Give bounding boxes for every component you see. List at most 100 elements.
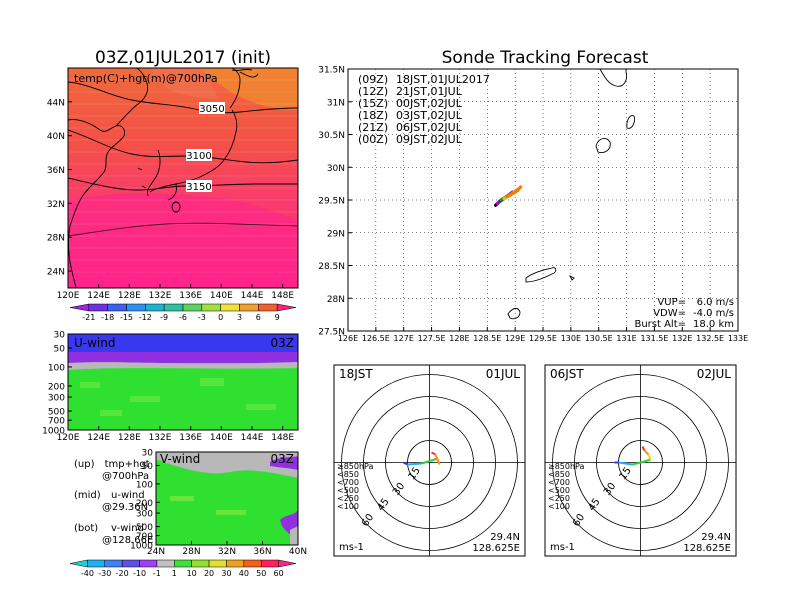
temp-colorbar: -21 -18 -15 -12 -9 -6 -3 0 3 6 9 bbox=[69, 303, 297, 322]
hodograph-level: <100 bbox=[337, 502, 359, 511]
lat-tick: 24N bbox=[47, 268, 65, 278]
hodograph-unit: ms-1 bbox=[550, 542, 575, 553]
lon-tick: 127.5E bbox=[418, 334, 446, 343]
hodograph-level: <500 bbox=[548, 486, 570, 495]
pressure-tick: 50 bbox=[54, 344, 66, 354]
note-text: tmp+hgt bbox=[105, 459, 150, 470]
wind-colorbar-label: 60 bbox=[274, 569, 284, 578]
wind-colorbar-label: 40 bbox=[239, 569, 249, 578]
temp-colorbar-label: -18 bbox=[101, 313, 114, 322]
lon-tick: 136E bbox=[179, 291, 202, 301]
lon-tick: 129E bbox=[505, 334, 525, 343]
legend-code: (12Z) bbox=[358, 85, 388, 98]
contour-label-3100: 3100 bbox=[186, 151, 211, 162]
pressure-tick: 200 bbox=[136, 499, 153, 509]
temp-colorbar-label: -9 bbox=[160, 313, 168, 322]
lon-tick: 131E bbox=[616, 334, 636, 343]
lat-tick: 44N bbox=[47, 98, 65, 108]
lon-tick: 148E bbox=[271, 433, 294, 443]
pressure-tick: 300 bbox=[48, 394, 65, 404]
lon-tick: 144E bbox=[241, 433, 264, 443]
hodograph-lat: 29.4N bbox=[490, 532, 520, 543]
temp-colorbar-label: 3 bbox=[237, 313, 242, 322]
lon-tick: 140E bbox=[210, 433, 233, 443]
note-sub: @128.66E bbox=[102, 535, 153, 546]
lon-tick: 126E bbox=[338, 334, 358, 343]
temp-colorbar-label: -15 bbox=[120, 313, 133, 322]
track-lon-ticks: 126E 126.5E 127E 127.5E 128E 128.5E 129E 129.5E… bbox=[338, 327, 748, 343]
wind-colorbar-label: -10 bbox=[133, 569, 146, 578]
lat-tick: 32N bbox=[218, 547, 236, 557]
legend-text: 03JST,02JUL bbox=[396, 109, 463, 122]
hodograph-level: ≥850hPa bbox=[337, 462, 374, 471]
hodograph-level: <100 bbox=[548, 502, 570, 511]
lon-tick: 131.5E bbox=[640, 334, 668, 343]
lon-tick: 132E bbox=[149, 291, 172, 301]
lon-tick: 124E bbox=[87, 291, 110, 301]
legend-code: (15Z) bbox=[358, 97, 388, 110]
lon-tick: 133E bbox=[728, 334, 748, 343]
hodograph-level: ≥850hPa bbox=[548, 462, 585, 471]
hodograph-lon: 128.625E bbox=[472, 543, 520, 554]
hodograph-date: 01JUL bbox=[486, 367, 521, 381]
hodograph-trace bbox=[647, 454, 652, 460]
temp-colorbar-bin bbox=[276, 303, 297, 312]
legend-text: 21JST,01JUL bbox=[396, 85, 463, 98]
hodograph-level: <250 bbox=[548, 494, 570, 503]
track-params: VUP= 6.0 m/s VDW= -4.0 m/s Burst Alt= 18.0 km bbox=[634, 297, 734, 330]
contour-label-3150: 3150 bbox=[186, 182, 211, 193]
hodograph-level: <700 bbox=[337, 478, 359, 487]
wind-colorbar-label: 1 bbox=[172, 569, 177, 578]
left-title: 03Z,01JUL2017 (init) bbox=[95, 48, 271, 68]
lat-tick: 28N bbox=[47, 234, 65, 244]
hodograph-trace bbox=[407, 462, 422, 466]
lat-tick: 40N bbox=[47, 132, 65, 142]
lat-tick: 30.5N bbox=[318, 131, 345, 141]
wind-colorbar-bin bbox=[208, 559, 227, 568]
island-north bbox=[599, 69, 627, 87]
lat-tick: 28.5N bbox=[318, 262, 345, 272]
note-key: (mid) bbox=[74, 490, 101, 501]
temp-colorbar-label: 9 bbox=[275, 313, 280, 322]
hodograph-trace bbox=[434, 454, 441, 465]
lon-tick: 128E bbox=[118, 433, 141, 443]
legend-text: 18JST,01JUL2017 bbox=[396, 73, 490, 86]
lon-tick: 127E bbox=[394, 334, 414, 343]
lon-tick: 120E bbox=[57, 433, 80, 443]
lat-tick: 36N bbox=[47, 166, 65, 176]
temp-colorbar-bin bbox=[69, 303, 90, 312]
island-east bbox=[626, 115, 635, 129]
wind-colorbar-bin bbox=[69, 559, 88, 568]
lon-tick: 128.5E bbox=[473, 334, 501, 343]
param-value: -4.0 m/s bbox=[693, 308, 734, 319]
wind-colorbar-label: -30 bbox=[98, 569, 111, 578]
lon-tick: 130E bbox=[561, 334, 581, 343]
temp-colorbar-bin bbox=[201, 303, 221, 312]
contour-label-3050: 3050 bbox=[199, 104, 224, 115]
wind-colorbar-label: 30 bbox=[221, 569, 231, 578]
track-legend: (09Z) 18JST,01JUL2017 (12Z) 21JST,01JUL (15Z… bbox=[358, 73, 490, 146]
temp-colorbar-label: -12 bbox=[139, 313, 152, 322]
temp-colorbar-bin bbox=[126, 303, 146, 312]
lon-tick: 130.5E bbox=[585, 334, 613, 343]
wind-colorbar-bin bbox=[104, 559, 123, 568]
vwind-time: 03Z bbox=[271, 452, 295, 466]
pressure-tick: 100 bbox=[136, 480, 153, 490]
panel-notes: (up) tmp+hgt@700hPa(mid) u-wind@29.36N (bot… bbox=[74, 459, 153, 546]
wind-colorbar-bin bbox=[156, 559, 175, 568]
hodograph-level: <700 bbox=[548, 478, 570, 487]
temp-colorbar-bin bbox=[220, 303, 240, 312]
temp-colorbar-label: -21 bbox=[82, 313, 95, 322]
track-map: (09Z) 18JST,01JUL2017 (12Z) 21JST,01JUL (15Z… bbox=[318, 66, 748, 344]
temp-colorbar-label: -3 bbox=[198, 313, 206, 322]
vwind-lat-ticks: 24N 28N 32N 36N 40N bbox=[147, 541, 307, 557]
wind-colorbar-bin bbox=[260, 559, 279, 568]
hodograph-level: <250 bbox=[337, 494, 359, 503]
lon-tick: 132E bbox=[149, 433, 172, 443]
pressure-tick: 1000 bbox=[130, 542, 153, 552]
param-label: VUP= bbox=[657, 297, 686, 308]
lat-tick: 24N bbox=[147, 547, 165, 557]
pressure-tick: 200 bbox=[48, 382, 65, 392]
wind-colorbar-label: -1 bbox=[153, 569, 161, 578]
